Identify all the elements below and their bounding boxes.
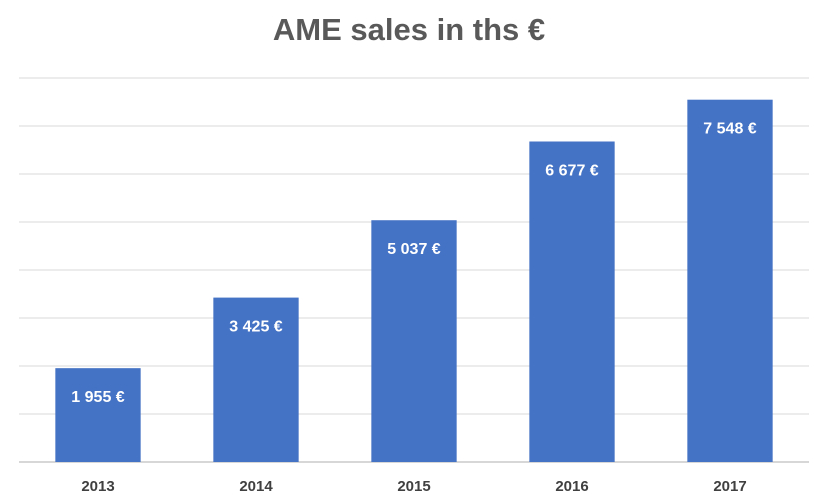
data-label-2017: 7 548 €	[703, 121, 756, 138]
x-tick-label-2015: 2015	[397, 478, 430, 495]
bar-2013	[55, 368, 141, 462]
bar-2017	[687, 99, 773, 463]
data-label-2016: 6 677 €	[545, 163, 598, 180]
data-label-2014: 3 425 €	[229, 319, 282, 336]
bar-2016	[529, 141, 615, 462]
data-label-2015: 5 037 €	[387, 241, 440, 258]
bar-2015	[371, 220, 457, 462]
x-tick-label-2013: 2013	[81, 478, 114, 495]
x-tick-label-2014: 2014	[239, 478, 273, 495]
x-tick-label-2016: 2016	[555, 478, 588, 495]
x-tick-label-2017: 2017	[713, 478, 746, 495]
bar-2014	[213, 297, 299, 462]
data-label-2013: 1 955 €	[71, 389, 124, 406]
chart-title: AME sales in ths €	[272, 12, 546, 47]
